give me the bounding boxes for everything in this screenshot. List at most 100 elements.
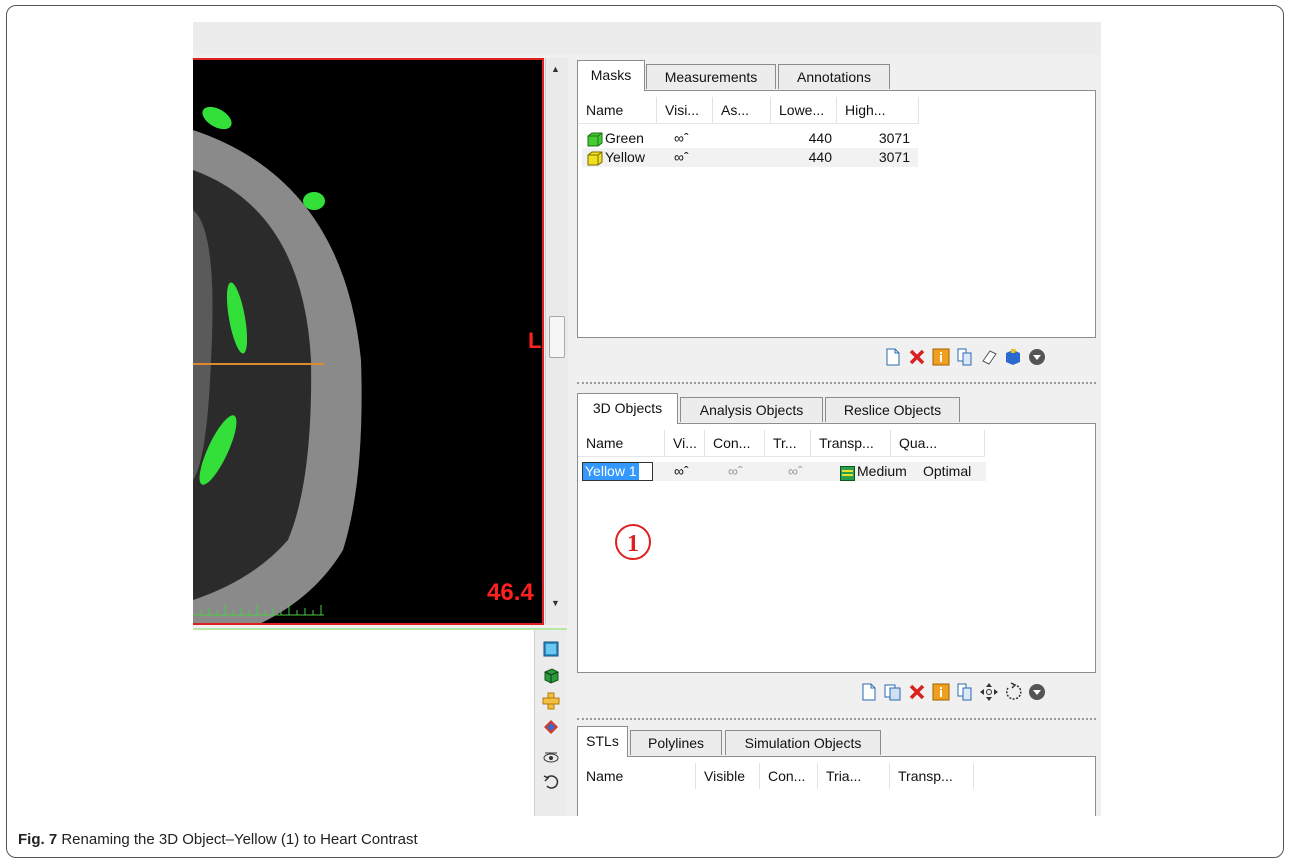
more-icon[interactable] <box>1027 347 1047 367</box>
column-header-name[interactable]: Name <box>578 430 665 456</box>
objects-tab-bar: 3D Objects Analysis Objects Reslice Obje… <box>577 393 1096 424</box>
column-header-quality[interactable]: Qua... <box>891 430 985 456</box>
column-header-visible[interactable]: Visible <box>696 763 760 789</box>
header-divider <box>578 123 919 124</box>
column-header-assigned[interactable]: As... <box>713 97 771 123</box>
duplicate-icon[interactable] <box>883 682 903 702</box>
column-header-triangles[interactable]: Tria... <box>818 763 890 789</box>
application-window: L 46.4 ▲ ▼ Masks Measurements Annotation… <box>193 22 1101 816</box>
triangles-glasses-icon[interactable]: ∞ˆ <box>788 463 803 479</box>
green-mask-region <box>199 415 237 485</box>
mask-name: Yellow <box>605 149 645 165</box>
column-header-higher[interactable]: High... <box>837 97 919 123</box>
column-header-lower[interactable]: Lowe... <box>771 97 837 123</box>
lower-threshold: 440 <box>808 130 832 146</box>
green-mask-region <box>303 192 325 210</box>
tab-3d-objects[interactable]: 3D Objects <box>577 393 678 424</box>
column-header-triangles[interactable]: Tr... <box>765 430 811 456</box>
higher-threshold: 3071 <box>878 149 910 165</box>
slice-position-label: 46.4 <box>487 579 534 606</box>
more-icon[interactable] <box>1027 682 1047 702</box>
column-header-name[interactable]: Name <box>578 97 657 123</box>
stls-tab-bar: STLs Polylines Simulation Objects <box>577 726 1096 757</box>
ruler-scale <box>193 605 324 616</box>
tab-analysis-objects[interactable]: Analysis Objects <box>680 397 823 422</box>
column-header-name[interactable]: Name <box>578 763 696 789</box>
view-3d-icon[interactable] <box>542 666 560 684</box>
column-header-contour[interactable]: Con... <box>760 763 818 789</box>
column-header-transparency[interactable]: Transp... <box>811 430 891 456</box>
new-icon[interactable] <box>859 682 879 702</box>
tab-measurements[interactable]: Measurements <box>646 64 776 89</box>
header-divider <box>578 456 985 457</box>
properties-icon[interactable] <box>955 682 975 702</box>
mask-name: Green <box>605 130 644 146</box>
tab-annotations[interactable]: Annotations <box>778 64 890 89</box>
pane-splitter[interactable] <box>577 718 1096 722</box>
column-header-visible[interactable]: Visi... <box>657 97 713 123</box>
reslice-icon[interactable] <box>542 692 560 710</box>
step-callout: 1 <box>615 524 651 560</box>
objects-toolbar <box>859 682 1089 708</box>
row-highlight <box>582 462 986 481</box>
window-top-bar <box>193 22 1101 55</box>
scrollbar-thumb[interactable] <box>549 316 565 358</box>
3d-objects-pane: 3D Objects Analysis Objects Reslice Obje… <box>577 393 1096 711</box>
move-icon[interactable] <box>979 682 999 702</box>
mask-color-yellow-icon <box>587 151 603 166</box>
green-mask-region <box>226 282 248 354</box>
visibility-glasses-icon[interactable]: ∞ˆ <box>674 149 689 165</box>
tab-masks[interactable]: Masks <box>577 60 645 91</box>
figure-caption-text: Renaming the 3D Object–Yellow (1) to Hea… <box>61 831 418 848</box>
secondary-viewer[interactable] <box>193 628 534 816</box>
orientation-label: L <box>528 328 542 353</box>
visibility-glasses-icon[interactable]: ∞ˆ <box>674 463 689 479</box>
scroll-down-icon[interactable]: ▼ <box>551 598 560 608</box>
lower-threshold: 440 <box>808 149 832 165</box>
stls-pane: STLs Polylines Simulation Objects Name V… <box>577 726 1096 816</box>
higher-threshold: 3071 <box>878 130 910 146</box>
row-highlight <box>582 148 918 167</box>
view-2d-icon[interactable] <box>542 640 560 658</box>
column-header-transparency[interactable]: Transp... <box>890 763 974 789</box>
eraser-icon[interactable] <box>979 347 999 367</box>
rotate-icon[interactable] <box>1003 682 1023 702</box>
table-row[interactable]: Yellow ∞ˆ 440 3071 <box>584 148 920 167</box>
undo-icon[interactable] <box>542 772 560 790</box>
transparency-icon <box>840 466 855 481</box>
stls-table: Name Visible Con... Tria... Transp... <box>577 756 1096 816</box>
3d-objects-table: Name Vi... Con... Tr... Transp... Qua...… <box>577 423 1096 673</box>
ct-slice-image <box>193 106 362 623</box>
info-icon[interactable] <box>931 347 951 367</box>
masks-toolbar <box>883 347 1083 373</box>
tab-simulation-objects[interactable]: Simulation Objects <box>725 730 881 755</box>
rename-input-selected-text: Yellow 1 <box>583 463 639 480</box>
table-row[interactable]: Green ∞ˆ 440 3071 <box>584 129 920 148</box>
image-viewer[interactable]: L 46.4 <box>193 58 544 625</box>
rename-input[interactable]: Yellow 1 <box>582 462 653 481</box>
viewer-scrollbar[interactable]: ▲ ▼ <box>545 58 568 625</box>
green-mask-region <box>202 106 232 130</box>
delete-icon[interactable] <box>907 347 927 367</box>
tab-stls[interactable]: STLs <box>577 726 628 757</box>
column-header-contour[interactable]: Con... <box>705 430 765 456</box>
masks-table: Name Visi... As... Lowe... High... Green… <box>577 90 1096 338</box>
new-icon[interactable] <box>883 347 903 367</box>
quality-value: Optimal <box>923 463 972 479</box>
info-icon[interactable] <box>931 682 951 702</box>
transparency-value: Medium <box>857 463 907 479</box>
scroll-up-icon[interactable]: ▲ <box>551 64 560 74</box>
visibility-icon[interactable] <box>542 748 560 766</box>
camera-icon[interactable] <box>542 718 560 736</box>
tab-reslice-objects[interactable]: Reslice Objects <box>825 397 960 422</box>
properties-icon[interactable] <box>955 347 975 367</box>
table-row[interactable]: ∞ˆ ∞ˆ ∞ˆ Medium Optimal <box>584 462 984 481</box>
pane-splitter[interactable] <box>577 382 1096 386</box>
3d-mask-icon[interactable] <box>1003 347 1023 367</box>
delete-icon[interactable] <box>907 682 927 702</box>
tab-polylines[interactable]: Polylines <box>630 730 722 755</box>
figure-label: Fig. 7 <box>18 831 58 848</box>
visibility-glasses-icon[interactable]: ∞ˆ <box>674 130 689 146</box>
column-header-visible[interactable]: Vi... <box>665 430 705 456</box>
contour-glasses-icon[interactable]: ∞ˆ <box>728 463 743 479</box>
